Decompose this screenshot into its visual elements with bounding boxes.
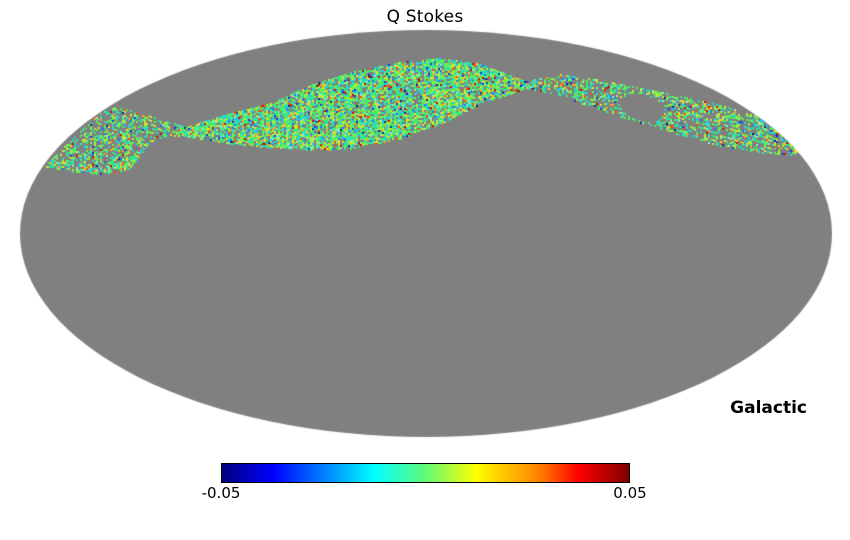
plot-title: Q Stokes [386,7,464,27]
coordinate-system-label: Galactic [730,398,807,418]
colorbar-max-label: 0.05 [613,484,647,502]
colorbar-gradient [221,463,630,483]
colorbar-min-label: -0.05 [201,484,241,502]
